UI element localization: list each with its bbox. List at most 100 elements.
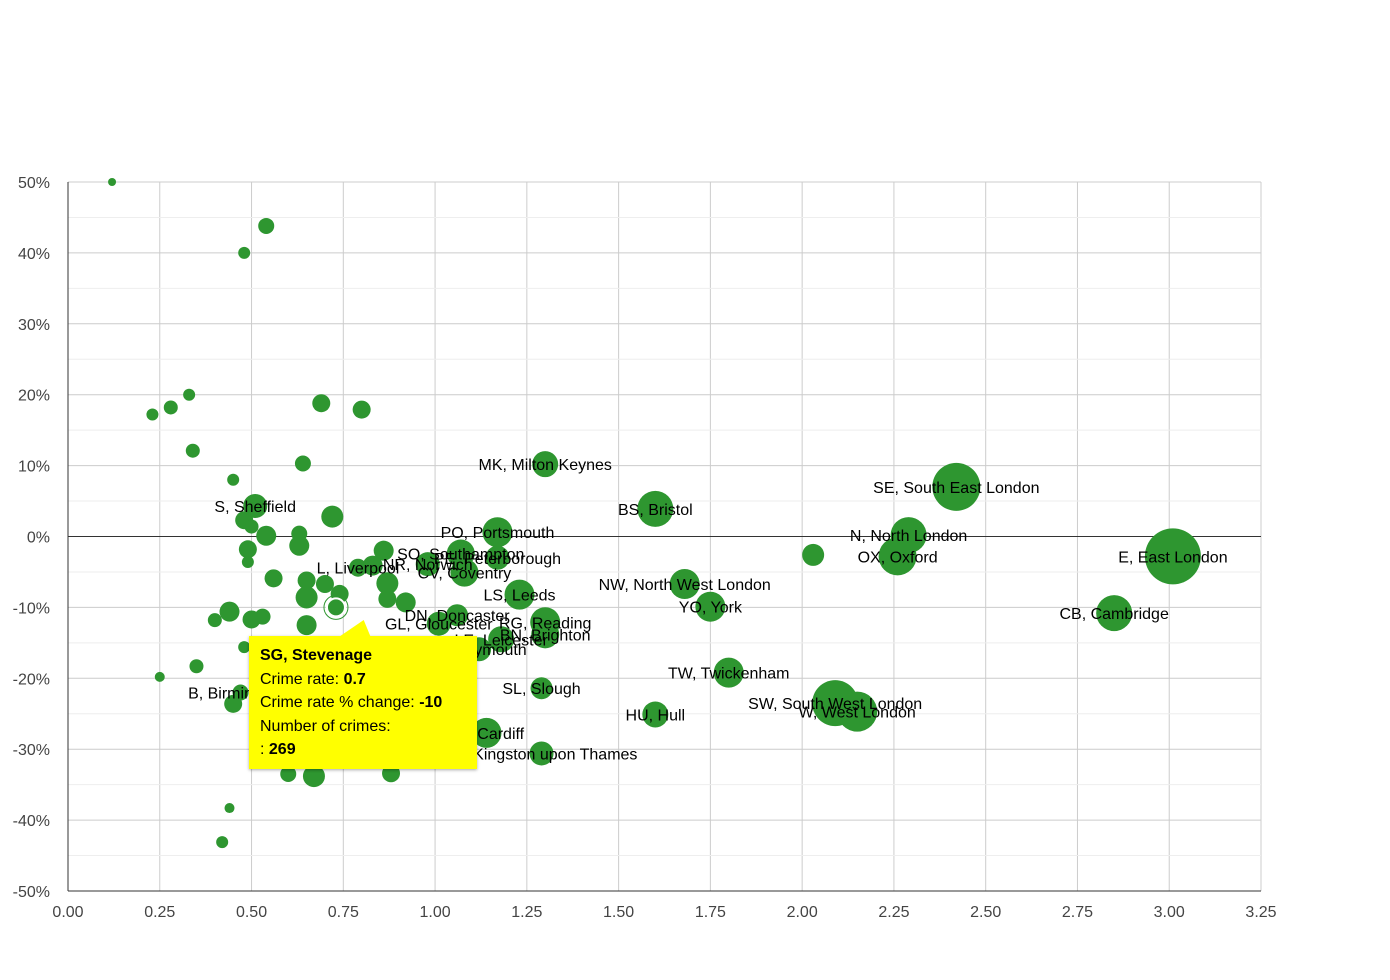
y-tick-labels: 50% 40% 30% 20% 10% 0% -10% -20% -30% -40% -50% [13,175,50,901]
bubble-point[interactable] [695,591,726,622]
bubble-point[interactable] [890,517,927,554]
bubble-point[interactable] [297,571,316,590]
bubble-point[interactable] [302,765,325,788]
bubble-point[interactable] [488,626,515,653]
tooltip-rate-value: 0.7 [343,670,366,688]
bubble-point[interactable] [531,620,560,649]
bubble-label: NW, North West London [599,577,771,594]
bubble-point[interactable] [296,615,317,636]
bubble-label: GL, Gloucester [385,617,493,634]
y-tick-label: -20% [13,671,50,688]
bubble-point[interactable] [289,535,310,556]
y-tick-label: -40% [13,813,50,830]
bubble-point[interactable] [482,517,513,548]
bubble-label: SO, Southampton [397,547,524,564]
bubble-point[interactable] [325,597,346,618]
bubble-point[interactable] [348,558,367,577]
bubble-point[interactable] [207,613,222,628]
bubble-point[interactable] [450,558,479,587]
bubble-point[interactable] [183,388,196,401]
bubble-point[interactable] [154,671,165,682]
bubble-point[interactable] [238,540,257,559]
bubble-point[interactable] [446,604,469,627]
x-tick-label: 1.00 [420,904,451,921]
bubble-point[interactable] [227,473,240,486]
bubbles [108,178,1201,849]
bubble-point[interactable] [243,494,268,519]
bubble-point[interactable] [264,569,283,588]
bubble-point[interactable] [238,641,251,654]
bubble-point[interactable] [532,451,559,478]
bubble-point[interactable] [713,657,744,688]
bubble-label: PE, Peterborough [434,551,561,568]
bubble-point[interactable] [504,579,535,610]
bubble-point[interactable] [315,575,334,594]
bubble-point[interactable] [1096,595,1133,632]
bubble-label: RG, Reading [499,615,592,632]
x-tick-label: 1.50 [603,904,634,921]
bubble-point[interactable] [224,803,235,814]
bubble-point[interactable] [530,677,553,700]
bubble-label: CB, Cambridge [1059,606,1168,623]
x-tick-label: 2.25 [878,904,909,921]
bubble-point[interactable] [219,601,240,622]
bubble-point[interactable] [291,525,308,542]
tooltip-change-value: -10 [419,694,443,711]
bubble-point[interactable] [146,408,159,421]
bubble-label: SL, Slough [502,681,580,698]
bubble-point[interactable] [932,462,981,511]
bubble-point[interactable] [415,552,440,577]
bubble-point[interactable] [216,836,229,849]
bubble-label: MK, Milton Keynes [479,457,612,474]
bubble-label: HU, Hull [626,707,686,724]
bubble-point[interactable] [1144,528,1201,585]
bubble-point[interactable] [254,608,271,625]
bubble-label: SE, South East London [873,480,1039,497]
bubble-point[interactable] [256,525,277,546]
x-tick-label: 0.75 [328,904,359,921]
y-tick-label: -10% [13,600,50,617]
tooltip-rate-label: Crime rate: [260,670,340,688]
x-tick-label: 2.00 [787,904,818,921]
bubble-point[interactable] [232,684,249,701]
bubble-point[interactable] [376,572,399,595]
bubble-label: S, Sheffield [214,499,296,516]
bubble-point[interactable] [258,217,275,234]
bubble-point[interactable] [295,586,318,609]
bubble-point[interactable] [395,592,416,613]
bubble-point[interactable] [373,540,394,561]
bubble-point[interactable] [312,394,331,413]
bubble-point[interactable] [837,691,878,732]
bubble-point[interactable] [637,490,674,527]
bubble-point[interactable] [669,569,700,600]
bubble-point[interactable] [185,443,200,458]
x-tick-label: 3.25 [1245,904,1276,921]
bubble-point[interactable] [241,556,254,569]
bubble-label: L, Liverpool [317,561,400,578]
bubble-point[interactable] [108,178,117,186]
bubble-point[interactable] [189,659,204,674]
x-tick-label: 0.00 [52,904,83,921]
bubble-point[interactable] [642,701,669,728]
bubble-point[interactable] [426,611,451,636]
bubble-point[interactable] [802,543,825,566]
bubble-point[interactable] [352,400,371,419]
bubble-point[interactable] [362,555,383,576]
bubble-point[interactable] [321,505,344,528]
bubble-point[interactable] [244,519,259,534]
bubble-point[interactable] [378,589,397,608]
bubble-point[interactable] [294,455,311,472]
bubble-point[interactable] [471,717,502,748]
y-tick-label: 50% [18,175,50,192]
y-tick-label: 20% [18,388,50,405]
tooltip-count-value: 269 [268,741,296,758]
bubble-label: N, North London [850,528,967,545]
bubble-label: CV, Coventry [418,566,512,583]
bubble-point[interactable] [163,400,178,415]
bubble-point[interactable] [280,766,297,783]
bubble-point[interactable] [238,246,251,259]
x-tick-label: 2.75 [1062,904,1093,921]
bubble-point[interactable] [485,545,510,570]
bubble-point[interactable] [529,741,554,766]
